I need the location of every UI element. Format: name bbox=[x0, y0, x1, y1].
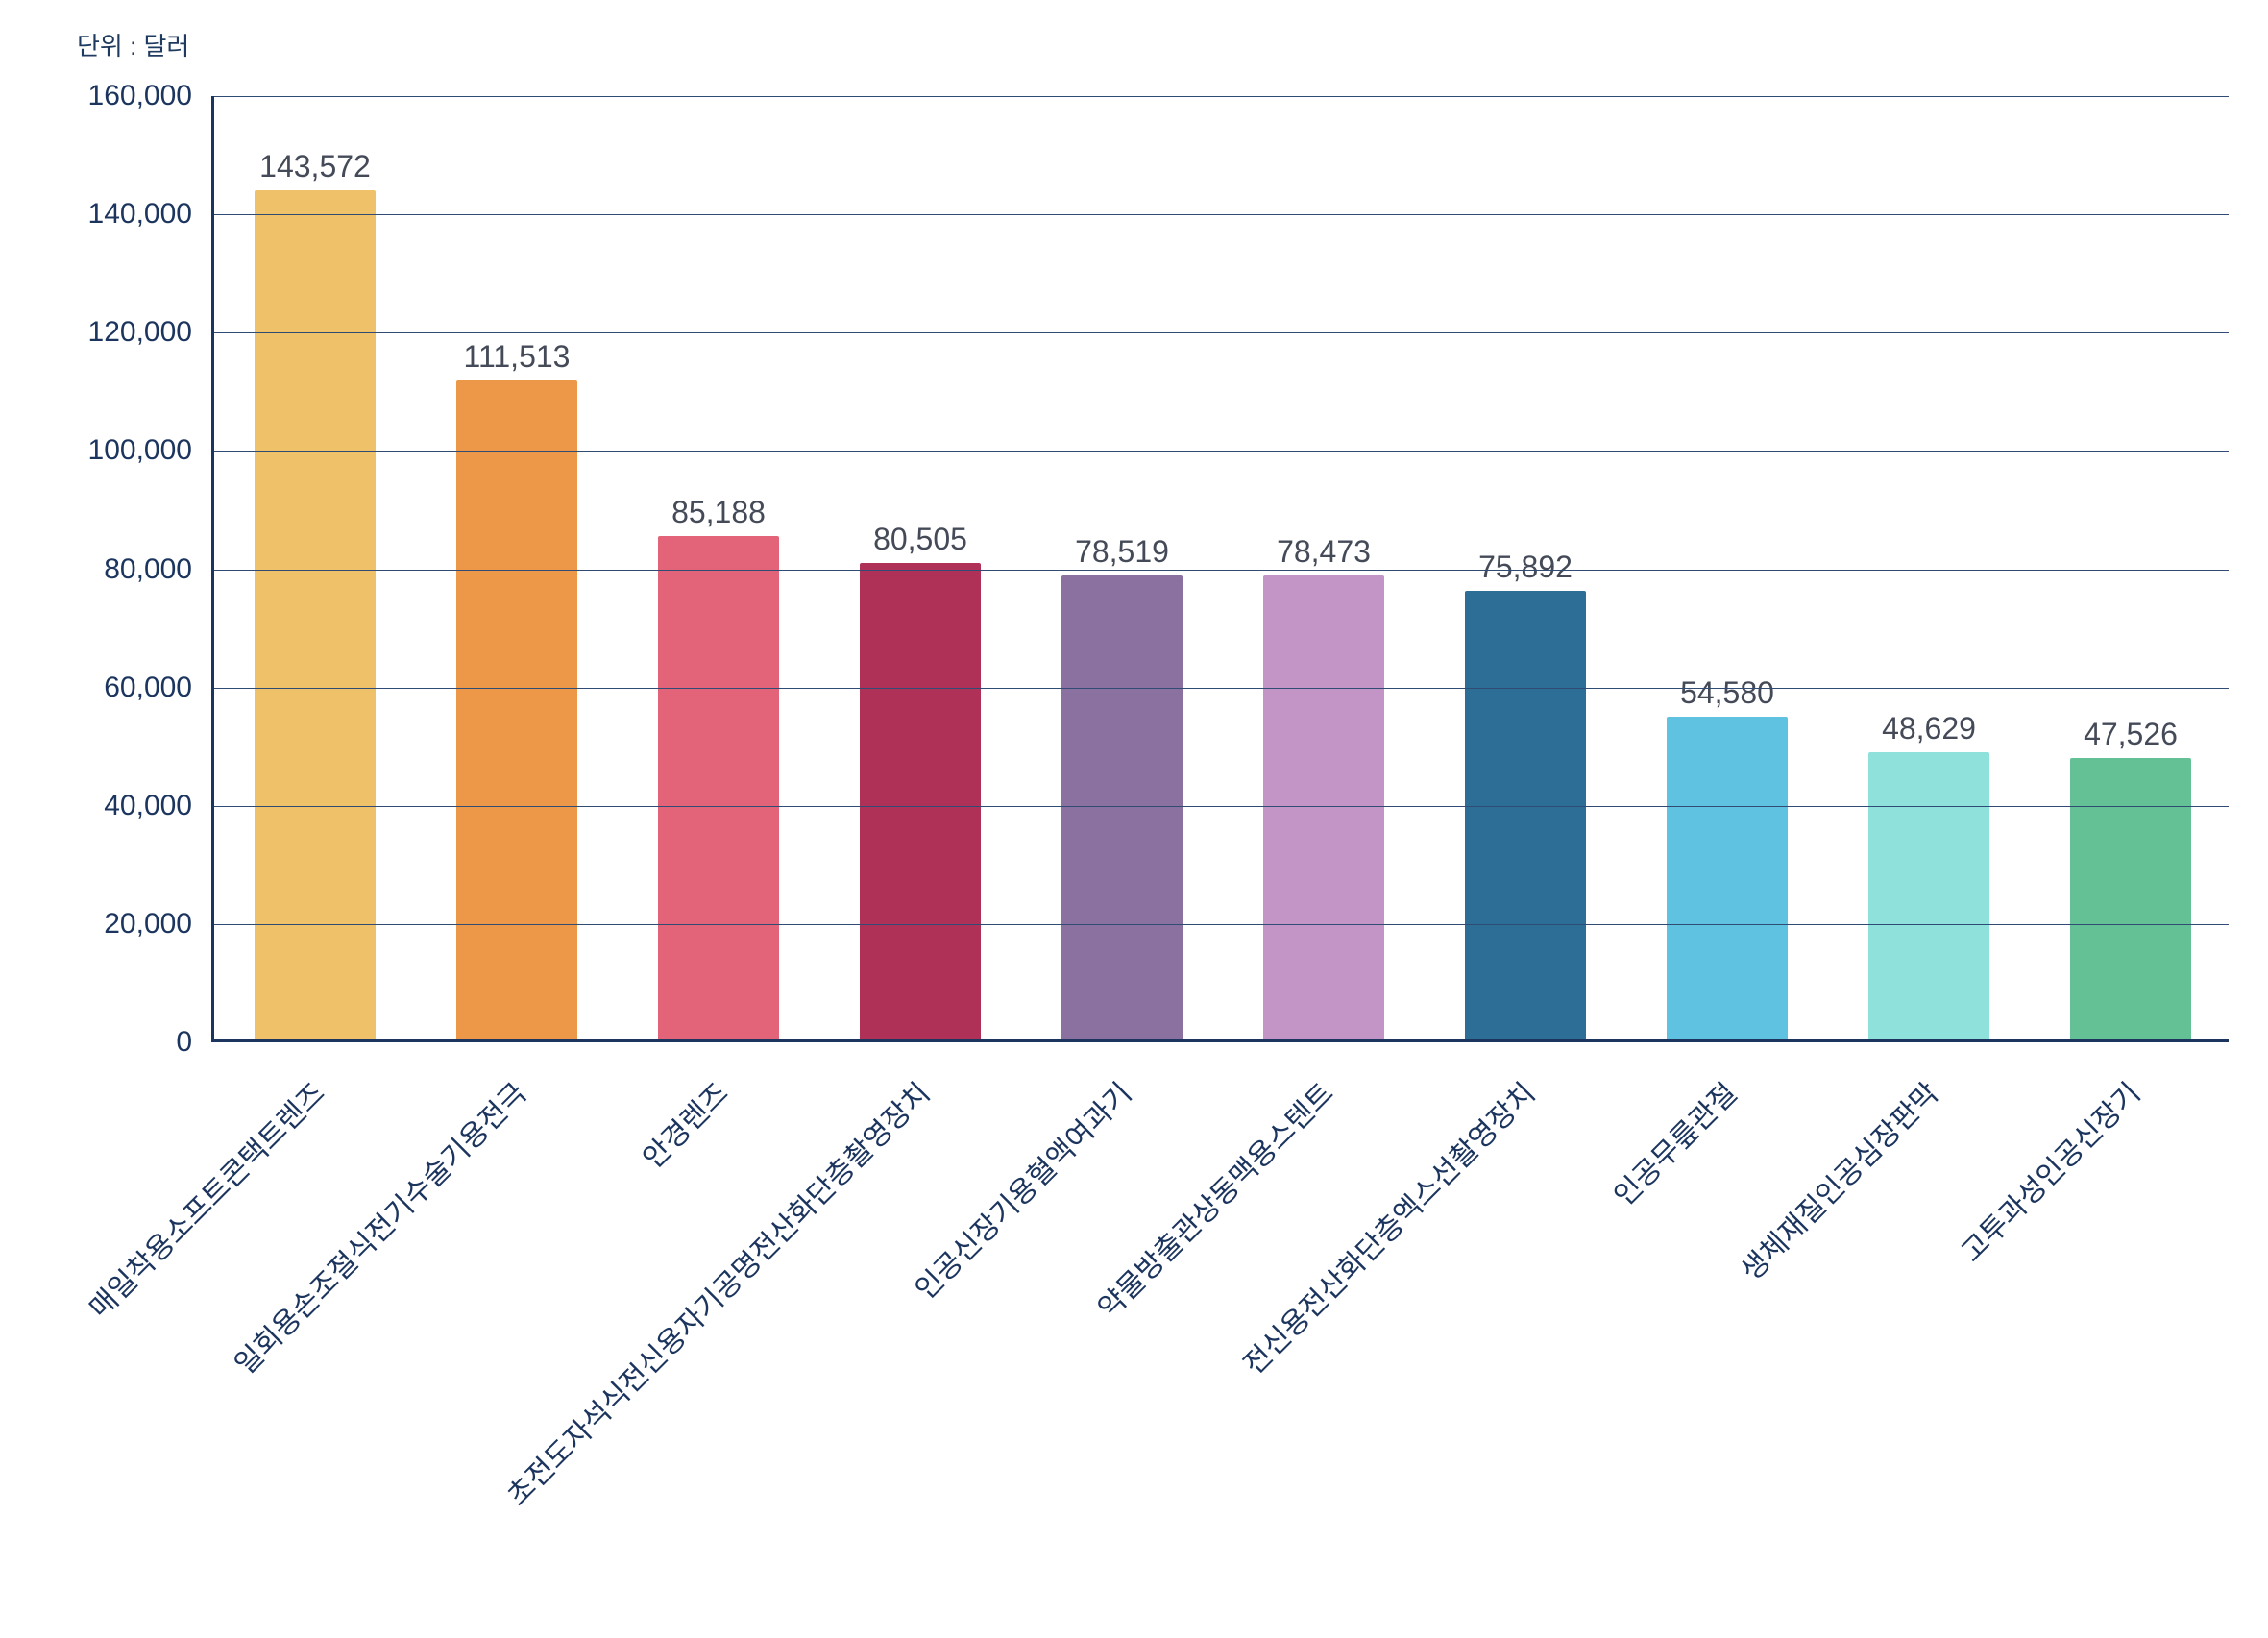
bar: 75,892 bbox=[1465, 591, 1586, 1039]
x-category-label: 인공신장기용혈액여과기 bbox=[903, 1071, 1139, 1308]
gridline bbox=[214, 214, 2229, 215]
bar: 47,526 bbox=[2070, 758, 2191, 1039]
bar: 78,519 bbox=[1061, 575, 1183, 1039]
bar-value-label: 78,473 bbox=[1277, 534, 1371, 570]
y-tick-label: 140,000 bbox=[58, 198, 192, 231]
y-tick-label: 20,000 bbox=[58, 908, 192, 941]
bar-value-label: 47,526 bbox=[2084, 717, 2178, 752]
bar-value-label: 48,629 bbox=[1882, 711, 1976, 746]
y-tick-label: 60,000 bbox=[58, 672, 192, 704]
bar-value-label: 75,892 bbox=[1478, 550, 1573, 585]
y-tick-label: 160,000 bbox=[58, 80, 192, 112]
x-category-label: 고투과성인공신장기 bbox=[1949, 1071, 2148, 1270]
gridline bbox=[214, 451, 2229, 452]
bar-value-label: 54,580 bbox=[1680, 675, 1774, 711]
y-tick-label: 80,000 bbox=[58, 553, 192, 586]
bar: 78,473 bbox=[1263, 575, 1384, 1039]
bar: 85,188 bbox=[658, 536, 779, 1039]
gridline bbox=[214, 570, 2229, 571]
plot-area: 143,572 111,513 85,188 80,505 78,519 78,473 75… bbox=[211, 96, 2229, 1042]
gridline bbox=[214, 332, 2229, 333]
unit-label: 단위 : 달러 bbox=[77, 27, 189, 62]
x-category-label: 초전도자석식전신용자기공명전산화단층촬영장치 bbox=[496, 1071, 938, 1513]
gridline bbox=[214, 688, 2229, 689]
bar: 80,505 bbox=[860, 563, 981, 1039]
bar: 111,513 bbox=[456, 380, 577, 1040]
y-tick-label: 0 bbox=[58, 1026, 192, 1059]
gridline bbox=[214, 96, 2229, 97]
bar-value-label: 143,572 bbox=[259, 149, 371, 184]
x-category-label: 생체재질인공심장판막 bbox=[1729, 1071, 1946, 1288]
bar-value-label: 111,513 bbox=[464, 339, 571, 375]
bars-container: 143,572 111,513 85,188 80,505 78,519 78,473 75… bbox=[214, 96, 2229, 1039]
y-tick-label: 100,000 bbox=[58, 434, 192, 467]
x-category-label: 인공무릎관절 bbox=[1602, 1071, 1744, 1213]
bar: 143,572 bbox=[255, 190, 376, 1039]
gridline bbox=[214, 924, 2229, 925]
bar-value-label: 80,505 bbox=[873, 522, 967, 557]
gridline bbox=[214, 806, 2229, 807]
bar-value-label: 78,519 bbox=[1075, 534, 1169, 570]
bar: 54,580 bbox=[1667, 717, 1788, 1039]
y-tick-label: 120,000 bbox=[58, 316, 192, 349]
y-tick-label: 40,000 bbox=[58, 790, 192, 822]
bar-value-label: 85,188 bbox=[671, 495, 766, 530]
x-category-label: 안경렌즈 bbox=[631, 1071, 736, 1176]
bar-chart: 단위 : 달러 143,572 111,513 85,188 80,505 78,519… bbox=[38, 19, 2229, 1614]
bar: 48,629 bbox=[1868, 752, 1989, 1039]
